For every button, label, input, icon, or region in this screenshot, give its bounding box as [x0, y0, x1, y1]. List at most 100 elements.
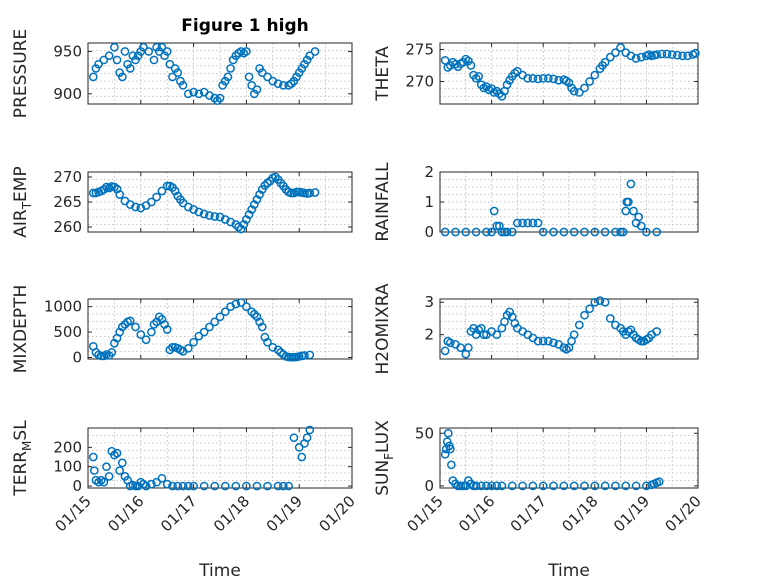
data-point [492, 330, 502, 340]
series-markers [88, 42, 320, 105]
data-point [626, 179, 636, 189]
subplot-mixdepth: 0 500 1000 MIXDEPTH [11, 285, 353, 373]
series-markers [440, 428, 664, 491]
y-tick-label: 260 [53, 218, 82, 236]
data-point [476, 481, 486, 491]
data-point [652, 50, 662, 59]
data-point [260, 181, 270, 190]
data-point [310, 47, 320, 56]
data-point [286, 352, 296, 362]
data-point [300, 351, 309, 360]
y-tick-label: 50 [415, 424, 434, 442]
data-point [263, 72, 272, 82]
data-point [528, 218, 538, 228]
x-tick-label: 01/18 [210, 492, 253, 535]
data-point [621, 481, 631, 491]
data-point [549, 227, 558, 237]
data-point [149, 320, 159, 329]
data-point [284, 481, 293, 491]
data-point [451, 59, 460, 69]
data-point [569, 86, 579, 96]
data-point [242, 481, 251, 491]
data-point [162, 325, 172, 334]
data-point [538, 73, 548, 83]
data-point [487, 227, 496, 237]
data-point [482, 481, 491, 491]
data-point [618, 227, 628, 237]
data-point [194, 89, 204, 99]
data-point [538, 336, 548, 346]
data-point [257, 322, 267, 332]
data-point [286, 79, 296, 89]
y-tick-label: 3 [424, 293, 434, 311]
data-point [102, 462, 111, 472]
data-point [242, 302, 251, 311]
data-point [440, 449, 450, 459]
data-point [131, 322, 140, 332]
data-point [305, 425, 315, 435]
data-point [231, 51, 241, 61]
x-tick-label: 01/15 [52, 492, 95, 535]
axes-box [439, 42, 699, 105]
data-point [611, 48, 620, 57]
data-point [220, 307, 230, 317]
series-markers [88, 172, 320, 234]
data-point [199, 481, 209, 491]
y-tick-label: 0 [72, 348, 82, 366]
data-point [273, 79, 283, 89]
data-point [99, 55, 109, 65]
data-point [147, 327, 156, 337]
data-point [273, 345, 283, 355]
data-point [244, 72, 254, 82]
xlabel: Time [547, 561, 590, 581]
data-point [595, 296, 605, 305]
data-point [513, 218, 522, 228]
ylabel: THETA [373, 46, 393, 102]
series-markers [88, 298, 315, 362]
data-point [538, 481, 548, 491]
data-point [162, 181, 172, 191]
data-point [471, 481, 481, 491]
data-point [523, 73, 533, 83]
y-tick-label: 2 [424, 163, 434, 181]
y-tick-label: 0 [424, 223, 434, 241]
data-point [96, 351, 106, 361]
data-point [634, 212, 644, 222]
data-point [117, 458, 127, 468]
data-point [642, 227, 651, 237]
data-point [549, 338, 558, 348]
data-point [605, 52, 615, 62]
data-point [662, 49, 672, 59]
data-point [574, 320, 584, 330]
data-point [279, 81, 288, 90]
data-point [168, 342, 177, 352]
data-point [199, 209, 209, 219]
data-point [141, 481, 151, 491]
data-point [99, 477, 109, 487]
subplot-sun-flux: 0 50 01/15 01/16 01/17 01/18 01/19 01/20 Time SUN… [373, 420, 705, 581]
data-point [654, 477, 664, 487]
data-point [631, 481, 641, 491]
x-tick-label: 01/15 [404, 492, 447, 535]
data-point [445, 338, 455, 348]
data-point [302, 433, 312, 443]
data-point [110, 42, 119, 52]
data-point [247, 81, 257, 90]
data-point [165, 59, 175, 69]
subplot-rainfall: 0 1 2 RAINFALL [373, 162, 699, 242]
data-point [289, 433, 299, 443]
x-tick-label: 01/20 [662, 492, 705, 535]
data-point [636, 221, 646, 231]
data-point [210, 93, 220, 103]
data-point [236, 224, 246, 234]
subplot-pressure: 900 950 PRESSURE [11, 29, 353, 118]
data-point [652, 327, 662, 336]
data-point [629, 206, 638, 216]
ylabel: AIRTEMP [11, 166, 34, 237]
data-point [569, 227, 579, 237]
data-point [231, 481, 241, 491]
data-point [215, 93, 225, 103]
data-point [231, 299, 241, 309]
data-point [445, 444, 455, 454]
data-point [636, 336, 646, 346]
